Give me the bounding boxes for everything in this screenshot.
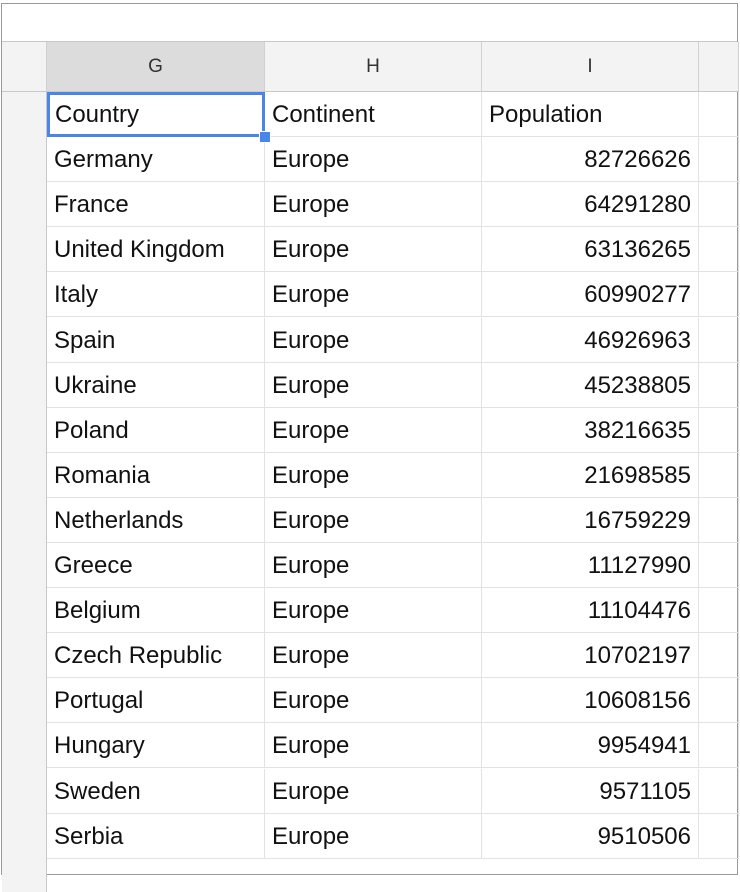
column-header-j[interactable] bbox=[699, 42, 739, 92]
table-cell[interactable]: Portugal bbox=[47, 678, 265, 724]
table-cell[interactable]: Europe bbox=[265, 182, 482, 228]
table-cell[interactable]: Poland bbox=[47, 407, 265, 453]
table-cell[interactable]: Europe bbox=[265, 543, 482, 588]
table-cell[interactable]: Europe bbox=[265, 588, 482, 634]
table-cell[interactable] bbox=[699, 497, 739, 543]
table-cell[interactable] bbox=[699, 182, 739, 228]
table-cell[interactable]: 82726626 bbox=[482, 137, 699, 183]
table-cell[interactable]: Europe bbox=[265, 813, 482, 859]
table-cell[interactable]: Italy bbox=[47, 272, 265, 318]
table-cell[interactable] bbox=[699, 768, 739, 814]
table-cell[interactable] bbox=[699, 452, 739, 498]
table-cell[interactable]: 9954941 bbox=[482, 723, 699, 769]
table-cell[interactable]: Europe bbox=[265, 768, 482, 814]
table-cell[interactable]: 60990277 bbox=[482, 272, 699, 318]
table-cell[interactable]: 11104476 bbox=[482, 588, 699, 634]
header-cell[interactable] bbox=[699, 92, 739, 137]
toolbar-area bbox=[2, 4, 737, 42]
table-cell[interactable]: Europe bbox=[265, 272, 482, 318]
table-cell[interactable]: 9510506 bbox=[482, 813, 699, 859]
table-cell[interactable]: Europe bbox=[265, 407, 482, 453]
select-all-corner[interactable] bbox=[2, 42, 47, 92]
table-cell[interactable]: Czech Republic bbox=[47, 633, 265, 679]
fill-handle[interactable] bbox=[259, 131, 271, 143]
table-cell[interactable]: Germany bbox=[47, 137, 265, 183]
table-cell[interactable]: Europe bbox=[265, 678, 482, 724]
table-cell[interactable] bbox=[699, 317, 739, 363]
table-cell[interactable] bbox=[699, 543, 739, 588]
table-cell[interactable]: Europe bbox=[265, 723, 482, 769]
table-cell[interactable]: Sweden bbox=[47, 768, 265, 814]
table-cell[interactable]: 46926963 bbox=[482, 317, 699, 363]
table-cell[interactable] bbox=[699, 407, 739, 453]
table-cell[interactable]: Serbia bbox=[47, 813, 265, 859]
table-cell[interactable] bbox=[699, 678, 739, 724]
table-cell[interactable]: 9571105 bbox=[482, 768, 699, 814]
table-cell[interactable]: Europe bbox=[265, 227, 482, 273]
column-header-h[interactable]: H bbox=[265, 42, 482, 92]
spreadsheet-grid: G H I Country Continent Population Germany E… bbox=[1, 3, 739, 892]
column-header-g[interactable]: G bbox=[47, 42, 265, 92]
table-cell[interactable] bbox=[699, 813, 739, 859]
table-cell[interactable]: Netherlands bbox=[47, 497, 265, 543]
row-headers[interactable] bbox=[2, 92, 47, 892]
table-cell[interactable]: 38216635 bbox=[482, 407, 699, 453]
table-cell[interactable] bbox=[699, 723, 739, 769]
table-cell[interactable] bbox=[699, 137, 739, 183]
table-cell[interactable]: France bbox=[47, 182, 265, 228]
table-cell[interactable]: Europe bbox=[265, 362, 482, 408]
table-cell[interactable]: Europe bbox=[265, 633, 482, 679]
table-cell[interactable]: Ukraine bbox=[47, 362, 265, 408]
table-cell[interactable]: Romania bbox=[47, 452, 265, 498]
table-cell[interactable]: 11127990 bbox=[482, 543, 699, 588]
active-cell[interactable]: Country bbox=[47, 92, 265, 137]
table-cell[interactable]: 21698585 bbox=[482, 452, 699, 498]
column-header-i[interactable]: I bbox=[482, 42, 699, 92]
table-cell[interactable]: Europe bbox=[265, 452, 482, 498]
table-cell[interactable]: 16759229 bbox=[482, 497, 699, 543]
table-cell[interactable]: 64291280 bbox=[482, 182, 699, 228]
table-cell[interactable]: Spain bbox=[47, 317, 265, 363]
table-cell[interactable]: Europe bbox=[265, 497, 482, 543]
table-cell[interactable] bbox=[699, 633, 739, 679]
table-cell[interactable]: United Kingdom bbox=[47, 227, 265, 273]
table-cell[interactable]: Europe bbox=[265, 317, 482, 363]
table-cell[interactable] bbox=[699, 362, 739, 408]
table-cell[interactable]: 63136265 bbox=[482, 227, 699, 273]
table-cell[interactable] bbox=[699, 272, 739, 318]
table-cell[interactable]: Europe bbox=[265, 137, 482, 183]
table-cell[interactable]: 45238805 bbox=[482, 362, 699, 408]
table-cell[interactable]: 10608156 bbox=[482, 678, 699, 724]
header-cell[interactable]: Continent bbox=[265, 92, 482, 137]
header-cell[interactable]: Population bbox=[482, 92, 699, 137]
table-cell[interactable]: 10702197 bbox=[482, 633, 699, 679]
table-cell[interactable]: Belgium bbox=[47, 588, 265, 634]
table-cell[interactable] bbox=[699, 588, 739, 634]
table-cell[interactable]: Greece bbox=[47, 543, 265, 588]
table-cell[interactable]: Hungary bbox=[47, 723, 265, 769]
table-cell[interactable] bbox=[699, 227, 739, 273]
